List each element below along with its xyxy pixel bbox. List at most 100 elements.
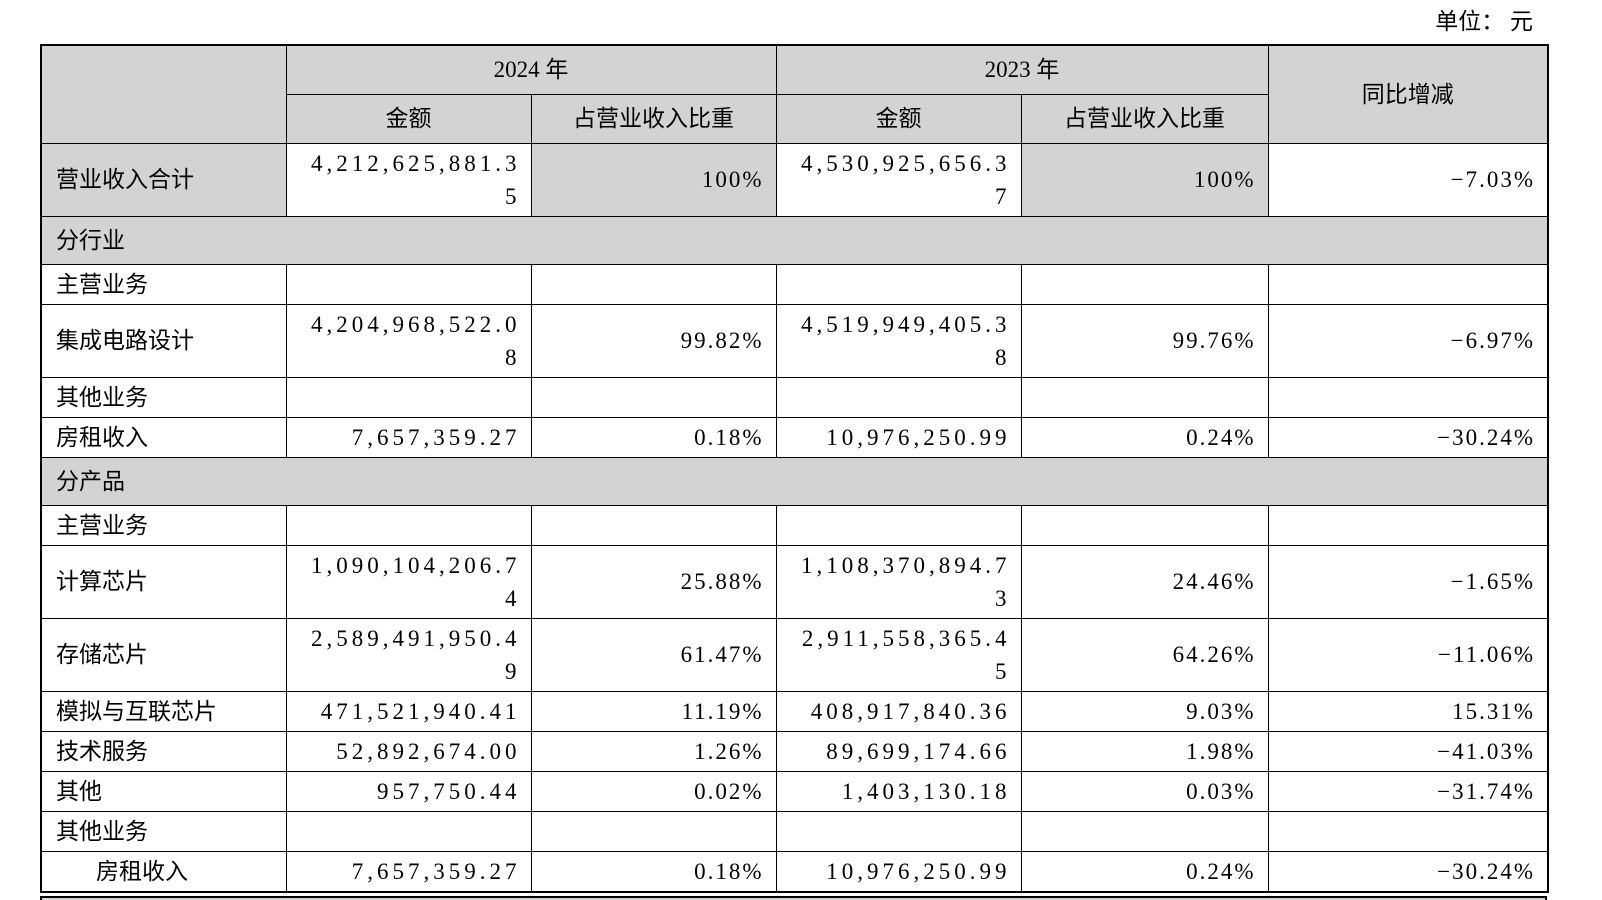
table-cell: 10,976,250.99	[775, 850, 1022, 892]
table-cell	[775, 810, 1022, 852]
table-cell: 61.47%	[530, 617, 777, 692]
table-cell: 1.98%	[1020, 730, 1269, 772]
table-cell: 2,589,491,950.49	[285, 617, 532, 692]
table-row: 其他业务	[40, 376, 1549, 418]
header-share-2023: 占营业收入比重	[1020, 93, 1269, 144]
table-row: 模拟与互联芯片 471,521,940.41 11.19% 408,917,840.3…	[40, 690, 1549, 732]
table-cell: 9.03%	[1020, 690, 1269, 732]
unit-label: 单位： 元	[1435, 9, 1533, 34]
table-cell	[1020, 263, 1269, 305]
table-cell: 52,892,674.00	[285, 730, 532, 772]
table-cell: 1.26%	[530, 730, 777, 772]
table-cell: 7,657,359.27	[285, 416, 532, 458]
table-cell: 957,750.44	[285, 770, 532, 812]
table-row: 房租收入 7,657,359.27 0.18% 10,976,250.99 0.24% −…	[40, 416, 1549, 458]
table-cell	[285, 376, 532, 418]
table-cell	[530, 810, 777, 852]
table-cell	[775, 504, 1022, 546]
table-cell: −41.03%	[1267, 730, 1549, 772]
table-cell: 11.19%	[530, 690, 777, 732]
table-cell: 4,204,968,522.08	[285, 303, 532, 378]
table-cell: 7,657,359.27	[285, 850, 532, 892]
table-row: 主营业务	[40, 263, 1549, 305]
table-cell: 408,917,840.36	[775, 690, 1022, 732]
row-label: 其他	[40, 770, 287, 812]
table-cell	[1267, 810, 1549, 852]
header-amount-2024: 金额	[285, 93, 532, 144]
table-cell: 99.82%	[530, 303, 777, 378]
table-cell: 0.02%	[530, 770, 777, 812]
table-cell: 89,699,174.66	[775, 730, 1022, 772]
table-cell	[530, 376, 777, 418]
table-cell: 0.18%	[530, 416, 777, 458]
table-cell: 0.24%	[1020, 850, 1269, 892]
table-cell: −7.03%	[1267, 142, 1549, 217]
section-row: 分行业	[40, 215, 1549, 265]
next-table-partial-row	[40, 895, 1547, 900]
table-cell: 471,521,940.41	[285, 690, 532, 732]
table-cell	[1267, 376, 1549, 418]
table-row: 计算芯片 1,090,104,206.74 25.88% 1,108,370,894.…	[40, 544, 1549, 619]
header-year-2023: 2023 年	[775, 44, 1269, 95]
table-cell: 25.88%	[530, 544, 777, 619]
table-cell: 100%	[1020, 142, 1269, 217]
revenue-breakdown-table: 2024 年 2023 年 同比增减 金额 占营业收入比重 金额 占营业收入比重…	[40, 44, 1549, 893]
table-cell: −30.24%	[1267, 850, 1549, 892]
row-label: 其他业务	[40, 810, 287, 852]
table-row: 技术服务 52,892,674.00 1.26% 89,699,174.66 1.98%…	[40, 730, 1549, 772]
table-cell	[285, 810, 532, 852]
table-row: 其他业务	[40, 810, 1549, 852]
table-cell: 4,519,949,405.38	[775, 303, 1022, 378]
header-year-2024: 2024 年	[285, 44, 777, 95]
row-label: 模拟与互联芯片	[40, 690, 287, 732]
table-cell: −11.06%	[1267, 617, 1549, 692]
table-cell	[1020, 504, 1269, 546]
table-cell	[775, 263, 1022, 305]
table-cell	[530, 263, 777, 305]
table-cell: 0.03%	[1020, 770, 1269, 812]
table-cell: −1.65%	[1267, 544, 1549, 619]
table-row: 房租收入 7,657,359.27 0.18% 10,976,250.99 0.24% −…	[40, 850, 1549, 892]
table-cell: 99.76%	[1020, 303, 1269, 378]
table-row: 营业收入合计 4,212,625,881.35 100% 4,530,925,656.…	[40, 142, 1549, 217]
table-cell: 1,403,130.18	[775, 770, 1022, 812]
table-cell	[1020, 810, 1269, 852]
table-cell: 2,911,558,365.45	[775, 617, 1022, 692]
row-label: 主营业务	[40, 263, 287, 305]
table-cell: 100%	[530, 142, 777, 217]
table-row: 存储芯片 2,589,491,950.49 61.47% 2,911,558,365.…	[40, 617, 1549, 692]
table-cell: −31.74%	[1267, 770, 1549, 812]
table-cell: 15.31%	[1267, 690, 1549, 732]
table-cell: 1,090,104,206.74	[285, 544, 532, 619]
table-cell	[1020, 376, 1269, 418]
row-label: 集成电路设计	[40, 303, 287, 378]
table-cell: −30.24%	[1267, 416, 1549, 458]
table-cell: 24.46%	[1020, 544, 1269, 619]
row-label: 房租收入	[40, 416, 287, 458]
table-body: 营业收入合计 4,212,625,881.35 100% 4,530,925,656.…	[40, 142, 1549, 892]
table-cell: 10,976,250.99	[775, 416, 1022, 458]
table-cell	[1267, 263, 1549, 305]
table-row: 集成电路设计 4,204,968,522.08 99.82% 4,519,949,40…	[40, 303, 1549, 378]
table-cell: −6.97%	[1267, 303, 1549, 378]
table-row: 主营业务	[40, 504, 1549, 546]
header-blank-cell	[40, 44, 287, 144]
row-label: 技术服务	[40, 730, 287, 772]
table-cell	[285, 504, 532, 546]
table-cell	[1267, 504, 1549, 546]
table-cell	[285, 263, 532, 305]
table-cell	[530, 504, 777, 546]
table-cell: 64.26%	[1020, 617, 1269, 692]
table-cell: 1,108,370,894.73	[775, 544, 1022, 619]
row-label: 计算芯片	[40, 544, 287, 619]
header-share-2024: 占营业收入比重	[530, 93, 777, 144]
table-row: 其他 957,750.44 0.02% 1,403,130.18 0.03% −31.74…	[40, 770, 1549, 812]
row-label: 房租收入	[40, 850, 287, 892]
row-label: 营业收入合计	[40, 142, 287, 217]
table-cell: 0.18%	[530, 850, 777, 892]
section-row: 分产品	[40, 456, 1549, 506]
row-label: 存储芯片	[40, 617, 287, 692]
table-cell: 0.24%	[1020, 416, 1269, 458]
header-amount-2023: 金额	[775, 93, 1022, 144]
table-cell: 4,530,925,656.37	[775, 142, 1022, 217]
